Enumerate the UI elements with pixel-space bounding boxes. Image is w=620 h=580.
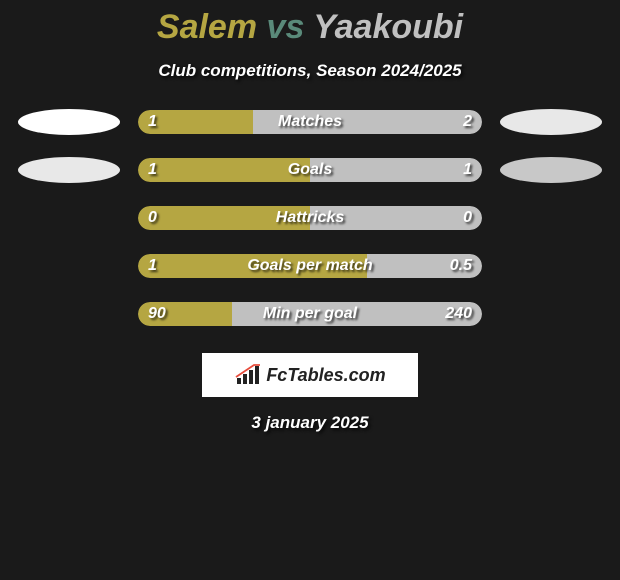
stat-value-left: 1 <box>148 257 157 275</box>
stat-value-left: 1 <box>148 161 157 179</box>
stat-value-right: 240 <box>445 305 472 323</box>
spacer <box>18 253 120 279</box>
stat-label: Goals <box>288 161 332 179</box>
stat-bar: 90 240 Min per goal <box>138 302 482 326</box>
stat-row: 1 2 Matches <box>0 109 620 135</box>
spacer <box>18 205 120 231</box>
team-badge-left <box>18 109 120 135</box>
chart-icon <box>234 364 262 386</box>
stat-value-right: 2 <box>463 113 472 131</box>
stat-row: 0 0 Hattricks <box>0 205 620 231</box>
stat-row: 90 240 Min per goal <box>0 301 620 327</box>
title-vs: vs <box>267 8 305 46</box>
spacer <box>500 301 602 327</box>
comparison-infographic: Salem vs Yaakoubi Club competitions, Sea… <box>0 0 620 433</box>
date-text: 3 january 2025 <box>0 413 620 433</box>
spacer <box>500 253 602 279</box>
team-badge-left <box>18 157 120 183</box>
stat-bar: 0 0 Hattricks <box>138 206 482 230</box>
stat-label: Hattricks <box>276 209 344 227</box>
title-player-right: Yaakoubi <box>313 8 463 46</box>
logo-box: FcTables.com <box>202 353 418 397</box>
bar-segment-left <box>138 158 310 182</box>
page-title: Salem vs Yaakoubi <box>0 8 620 47</box>
logo-text: FcTables.com <box>266 365 385 386</box>
stat-label: Matches <box>278 113 342 131</box>
stats-list: 1 2 Matches 1 1 Goals 0 0 Hattricks 1 0.5 Goals per… <box>0 109 620 327</box>
stat-row: 1 1 Goals <box>0 157 620 183</box>
stat-value-left: 1 <box>148 113 157 131</box>
stat-row: 1 0.5 Goals per match <box>0 253 620 279</box>
stat-label: Goals per match <box>247 257 372 275</box>
stat-value-left: 90 <box>148 305 166 323</box>
stat-value-left: 0 <box>148 209 157 227</box>
team-badge-right <box>500 157 602 183</box>
subtitle: Club competitions, Season 2024/2025 <box>0 61 620 81</box>
title-player-left: Salem <box>157 8 257 46</box>
spacer <box>18 301 120 327</box>
logo-content: FcTables.com <box>234 364 385 386</box>
stat-bar: 1 1 Goals <box>138 158 482 182</box>
team-badge-right <box>500 109 602 135</box>
stat-value-right: 1 <box>463 161 472 179</box>
spacer <box>500 205 602 231</box>
stat-label: Min per goal <box>263 305 357 323</box>
stat-bar: 1 2 Matches <box>138 110 482 134</box>
stat-value-right: 0 <box>463 209 472 227</box>
stat-value-right: 0.5 <box>450 257 472 275</box>
bar-segment-right <box>310 158 482 182</box>
stat-bar: 1 0.5 Goals per match <box>138 254 482 278</box>
